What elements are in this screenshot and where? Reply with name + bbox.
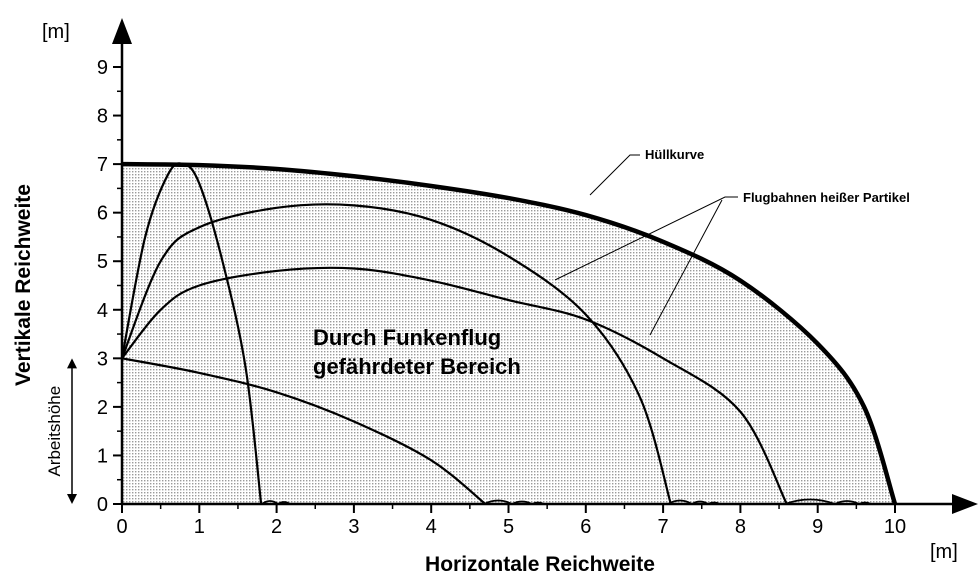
- envelope-line: [121, 161, 898, 505]
- x-tick-label: 8: [735, 516, 746, 538]
- arrow-head: [67, 494, 77, 504]
- x-tick-label: 10: [884, 516, 906, 538]
- x-tick-label: 3: [348, 516, 359, 538]
- envelope-label: Hüllkurve: [645, 147, 704, 162]
- y-tick-label: 6: [97, 203, 108, 225]
- trajectory-line: [121, 357, 487, 505]
- y-tick-label: 3: [97, 348, 108, 370]
- trajectory-line: [120, 203, 672, 505]
- y-tick-label: 1: [97, 445, 108, 467]
- trajectory-line: [121, 266, 788, 505]
- y-tick-label: 7: [97, 154, 108, 176]
- x-tick-label: 0: [116, 516, 127, 538]
- y-arrow: [112, 18, 132, 44]
- area-label: gefährdeter Bereich: [313, 354, 521, 379]
- trajectory-line: [120, 162, 263, 505]
- y-tick-label: 2: [97, 397, 108, 419]
- y-tick-label: 9: [97, 57, 108, 79]
- x-tick-label: 4: [426, 516, 437, 538]
- y-tick-label: 0: [97, 494, 108, 516]
- y-tick-label: 8: [97, 106, 108, 128]
- x-tick-label: 1: [194, 516, 205, 538]
- leader-line: [554, 196, 738, 281]
- x-axis-label: Horizontale Reichweite: [425, 553, 655, 575]
- x-unit: [m]: [930, 541, 958, 563]
- x-arrow: [952, 494, 978, 514]
- hazard-area: [122, 164, 895, 504]
- working-height-label: Arbeitshöhe: [45, 386, 64, 477]
- area-label: Durch Funkenflug: [313, 325, 501, 350]
- x-tick-label: 7: [658, 516, 669, 538]
- x-tick-label: 5: [503, 516, 514, 538]
- bounce: [261, 498, 872, 506]
- y-unit: [m]: [42, 21, 70, 43]
- trajectory-label: Flugbahnen heißer Partikel: [743, 190, 910, 205]
- x-tick-label: 6: [580, 516, 591, 538]
- y-axis-label: Vertikale Reichweite: [12, 184, 35, 386]
- y-tick-label: 4: [97, 300, 108, 322]
- leader-line: [589, 154, 640, 196]
- x-tick-label: 2: [271, 516, 282, 538]
- leader-line: [649, 199, 723, 336]
- arrow-head: [67, 358, 77, 369]
- x-tick-label: 9: [812, 516, 823, 538]
- y-tick-label: 5: [97, 251, 108, 273]
